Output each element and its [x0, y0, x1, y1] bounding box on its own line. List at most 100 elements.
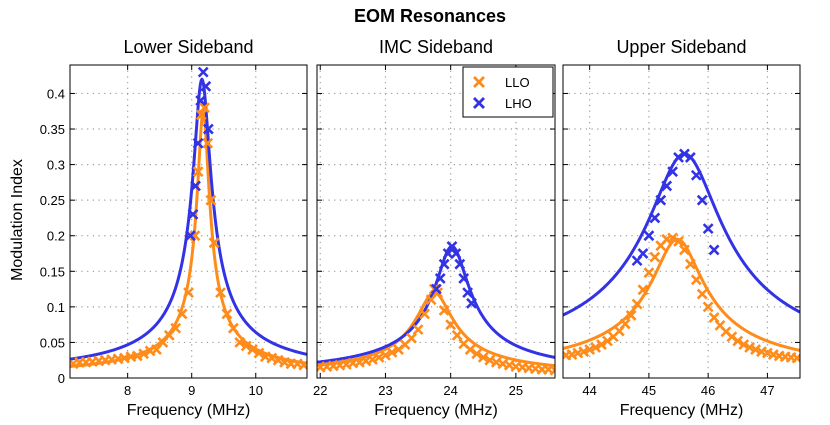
point-llo: [234, 337, 246, 348]
x-tick-label: 44: [582, 383, 596, 398]
fit-line-lho: [317, 244, 555, 364]
panel-0: 8 9 10 0 0.05 0.1 0.15 0.2 0.25 0.3 0.35 0.4 Lower S…: [40, 37, 308, 419]
point-llo: [684, 258, 696, 270]
point-llo: [247, 344, 258, 355]
point-llo: [637, 284, 649, 296]
point-llo: [205, 194, 217, 206]
point-llo: [451, 329, 463, 341]
legend-label-lho: LHO: [505, 96, 532, 111]
point-llo: [412, 324, 424, 336]
point-llo: [406, 332, 417, 344]
point-llo: [386, 346, 398, 358]
point-llo: [419, 308, 431, 320]
point-lho: [655, 194, 667, 206]
point-llo: [738, 339, 750, 350]
y-tick-label: 0.1: [47, 300, 65, 315]
point-llo: [744, 341, 756, 353]
x-axis-label: Frequency (MHz): [620, 402, 744, 419]
x-tick-label: 22: [313, 383, 327, 398]
y-tick-label: 0.35: [40, 122, 65, 137]
point-lho: [684, 152, 696, 163]
point-llo: [750, 344, 761, 355]
x-tick-label: 24: [443, 383, 457, 398]
point-llo: [227, 322, 239, 334]
point-lho: [696, 194, 708, 206]
axes-frame: [316, 64, 556, 379]
point-llo: [578, 346, 590, 358]
point-lho: [190, 180, 201, 192]
point-lho: [195, 95, 207, 106]
x-axis-label: Frequency (MHz): [374, 402, 498, 419]
figure-title: EOM Resonances: [354, 6, 506, 26]
x-tick-label: 25: [509, 383, 523, 398]
x-axis-label: Frequency (MHz): [127, 402, 251, 419]
point-llo: [625, 309, 637, 321]
point-lho: [450, 248, 462, 259]
point-llo: [183, 287, 194, 299]
point-llo: [673, 235, 684, 247]
x-tick-label: 8: [124, 383, 131, 398]
point-llo: [464, 344, 476, 355]
y-tick-label: 0.05: [40, 335, 65, 350]
point-lho: [438, 258, 450, 270]
point-llo: [192, 166, 204, 178]
point-lho: [667, 166, 679, 178]
point-llo: [380, 349, 391, 361]
point-llo: [445, 319, 457, 331]
x-tick-label: 10: [249, 383, 263, 398]
point-lho: [458, 272, 470, 284]
panel-2: 44 45 46 47 Upper Sideband Frequency (MHz): [562, 37, 801, 419]
point-llo: [690, 274, 702, 286]
point-lho: [466, 297, 477, 309]
plot-area: [70, 66, 307, 371]
x-tick-label: 23: [378, 383, 392, 398]
point-lho: [192, 137, 204, 149]
point-lho: [643, 230, 655, 242]
point-llo: [438, 305, 450, 316]
plot-area: [317, 240, 555, 376]
point-llo: [596, 339, 607, 350]
point-llo: [619, 318, 631, 330]
fit-line-lho: [563, 152, 800, 317]
point-llo: [631, 298, 643, 310]
point-llo: [195, 109, 207, 121]
panel-title: IMC Sideband: [379, 37, 493, 57]
point-llo: [708, 312, 720, 323]
x-tick-label: 46: [701, 383, 715, 398]
point-llo: [732, 335, 744, 347]
legend-marker-llo: [473, 76, 485, 88]
y-tick-label: 0.4: [47, 86, 65, 101]
axes-frame: [69, 64, 308, 379]
legend-label-llo: LLO: [505, 75, 530, 90]
point-lho: [708, 244, 720, 256]
x-tick-label: 9: [188, 383, 195, 398]
point-lho: [454, 258, 466, 270]
point-llo: [215, 287, 226, 299]
point-lho: [637, 248, 649, 259]
y-tick-label: 0.3: [47, 158, 65, 173]
fit-line-llo: [563, 237, 800, 352]
point-lho: [434, 272, 446, 284]
point-llo: [208, 237, 220, 249]
point-lho: [197, 66, 209, 78]
point-lho: [200, 80, 212, 92]
point-lho: [462, 287, 474, 299]
point-lho: [187, 208, 199, 220]
point-llo: [199, 102, 210, 114]
y-tick-label: 0.15: [40, 264, 65, 279]
point-llo: [791, 352, 800, 364]
point-llo: [221, 308, 233, 320]
point-llo: [590, 341, 602, 353]
point-llo: [202, 137, 214, 149]
point-llo: [679, 244, 690, 256]
point-lho: [690, 169, 702, 181]
panels-container: 8 9 10 0 0.05 0.1 0.15 0.2 0.25 0.3 0.35 0.4 Lower S…: [40, 37, 801, 419]
point-llo: [649, 251, 661, 263]
point-llo: [176, 308, 188, 320]
point-llo: [549, 364, 555, 376]
legend-marker-lho: [473, 97, 485, 109]
point-lho: [446, 240, 458, 252]
y-tick-label: 0: [58, 371, 65, 386]
point-llo: [584, 344, 596, 355]
